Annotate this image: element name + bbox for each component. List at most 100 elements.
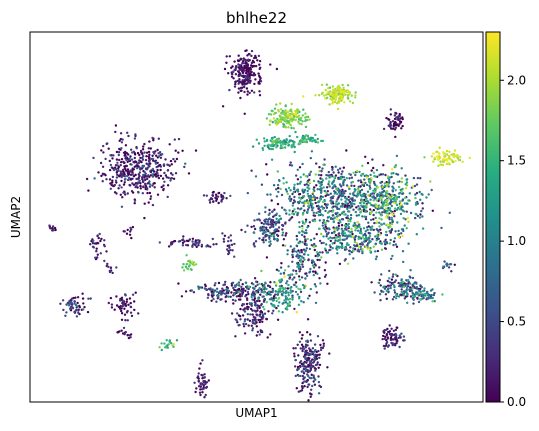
scatter-point <box>201 377 204 380</box>
scatter-point <box>263 297 266 301</box>
scatter-point <box>111 181 114 184</box>
scatter-point <box>127 134 130 138</box>
scatter-point <box>338 236 341 239</box>
scatter-point <box>277 186 280 190</box>
scatter-point <box>318 353 321 356</box>
scatter-point <box>277 304 280 308</box>
scatter-point <box>167 245 171 248</box>
scatter-point <box>295 387 298 390</box>
scatter-point <box>137 191 140 194</box>
scatter-point <box>345 202 348 205</box>
colorbar-tick-label: 2.0 <box>507 73 526 87</box>
scatter-point <box>215 242 218 246</box>
scatter-point <box>359 185 362 188</box>
scatter-point <box>279 290 282 293</box>
scatter-point <box>133 308 136 312</box>
scatter-point <box>340 218 344 221</box>
scatter-point <box>298 122 301 125</box>
scatter-point <box>144 158 148 162</box>
scatter-point <box>257 142 261 145</box>
scatter-point <box>183 240 186 243</box>
scatter-point <box>395 172 398 176</box>
scatter-point <box>364 199 368 202</box>
scatter-point <box>292 127 296 130</box>
scatter-point <box>192 263 196 267</box>
scatter-point <box>327 237 330 240</box>
scatter-point <box>307 194 310 198</box>
scatter-point <box>188 238 191 241</box>
scatter-point <box>311 202 314 206</box>
scatter-point <box>408 282 412 285</box>
scatter-point <box>251 286 255 290</box>
scatter-point <box>232 302 235 305</box>
scatter-point <box>126 172 130 175</box>
scatter-point <box>249 70 252 73</box>
scatter-point <box>379 181 382 184</box>
scatter-point <box>237 54 240 57</box>
scatter-point <box>221 287 224 290</box>
scatter-point <box>353 184 356 188</box>
scatter-point <box>125 300 128 303</box>
scatter-point <box>300 255 303 258</box>
scatter-point <box>317 366 320 369</box>
scatter-point <box>420 285 423 289</box>
scatter-point <box>329 248 332 251</box>
scatter-point <box>164 346 167 349</box>
scatter-point <box>313 354 316 357</box>
scatter-point <box>92 156 95 160</box>
scatter-point <box>299 176 302 179</box>
scatter-point <box>299 347 302 350</box>
scatter-point <box>401 192 404 196</box>
scatter-point <box>174 149 177 152</box>
scatter-point <box>300 337 303 340</box>
scatter-point <box>393 201 396 205</box>
scatter-point <box>346 84 350 87</box>
scatter-point <box>322 163 325 166</box>
scatter-point <box>361 215 364 218</box>
scatter-point <box>261 320 264 323</box>
scatter-point <box>245 61 248 65</box>
scatter-point <box>298 270 301 273</box>
scatter-point <box>368 234 372 238</box>
scatter-point <box>141 192 144 195</box>
scatter-point <box>281 294 284 297</box>
scatter-point <box>341 188 344 191</box>
scatter-point <box>137 312 140 315</box>
scatter-point <box>151 154 154 157</box>
scatter-point <box>301 227 304 230</box>
scatter-point <box>313 214 317 217</box>
scatter-point <box>272 233 276 237</box>
scatter-point <box>258 237 261 240</box>
scatter-point <box>398 208 401 211</box>
scatter-point <box>197 285 200 288</box>
scatter-point <box>288 213 291 216</box>
scatter-point <box>358 225 361 228</box>
scatter-point <box>398 345 401 349</box>
scatter-point <box>124 177 127 180</box>
scatter-point <box>402 229 405 233</box>
scatter-point <box>254 304 257 307</box>
scatter-point <box>312 270 315 273</box>
scatter-point <box>184 265 188 268</box>
scatter-point <box>314 369 317 372</box>
scatter-point <box>297 275 301 278</box>
scatter-point <box>126 174 129 178</box>
scatter-point <box>149 147 152 150</box>
scatter-point <box>215 300 218 303</box>
scatter-point <box>304 351 307 354</box>
scatter-point <box>274 284 278 287</box>
scatter-point <box>253 309 257 312</box>
scatter-point <box>313 186 316 189</box>
scatter-point <box>264 206 267 209</box>
scatter-point <box>156 168 159 172</box>
scatter-point <box>185 243 188 247</box>
scatter-point <box>304 201 307 205</box>
scatter-point <box>403 210 406 213</box>
scatter-point <box>252 283 255 286</box>
scatter-point <box>392 284 396 287</box>
scatter-point <box>133 202 136 205</box>
scatter-point <box>357 214 361 217</box>
scatter-point <box>348 250 352 253</box>
scatter-point <box>90 239 93 243</box>
scatter-point <box>311 136 314 140</box>
